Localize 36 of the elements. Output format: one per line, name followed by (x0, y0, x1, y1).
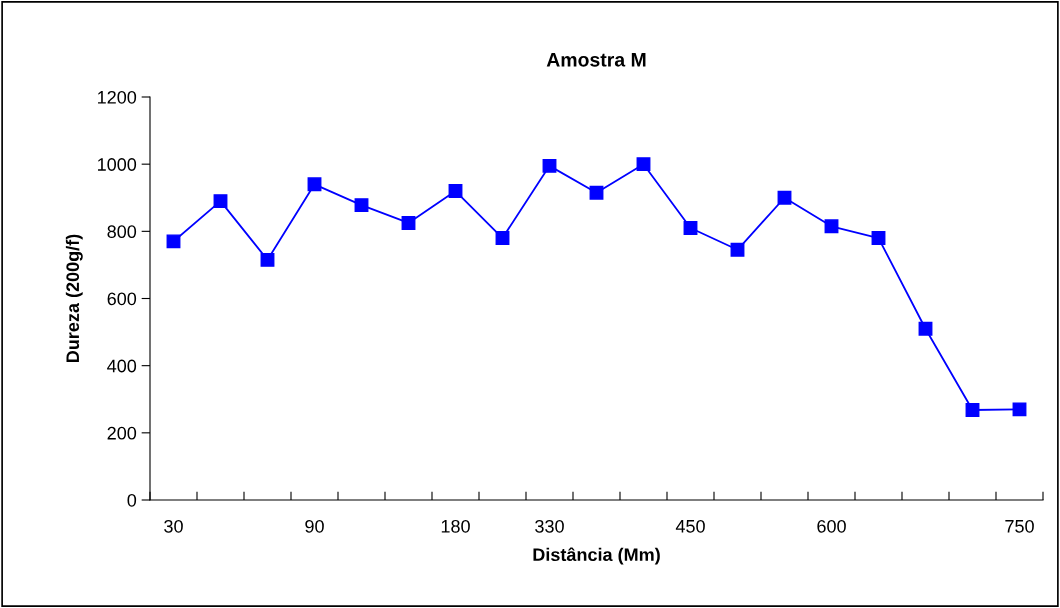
y-tick-label: 200 (107, 426, 137, 440)
point (918, 321, 933, 336)
y-tick-label: 600 (107, 292, 137, 306)
y-tick-label: 400 (107, 359, 137, 373)
point (965, 403, 980, 417)
point (213, 194, 228, 209)
x-tick-label: 180 (441, 519, 470, 533)
x-tick-label: 600 (817, 519, 846, 533)
point (401, 215, 416, 230)
point (589, 185, 604, 200)
y-tick-label: 0 (127, 493, 137, 507)
point (495, 231, 510, 245)
point (683, 221, 698, 235)
point (307, 177, 322, 192)
point (871, 231, 886, 245)
x-tick-label: 450 (675, 519, 705, 533)
point (1012, 402, 1027, 417)
x-tick-label: 30 (164, 519, 183, 533)
x-tick-label: 750 (1005, 519, 1034, 533)
point (542, 158, 557, 173)
point (260, 252, 275, 267)
point (730, 242, 745, 257)
x-axis-title: Distância (Mm) (533, 547, 660, 565)
y-tick-label: 1000 (98, 158, 137, 171)
point (824, 219, 839, 234)
point (166, 234, 181, 249)
point (636, 157, 651, 172)
y-tick-label: 800 (107, 225, 137, 239)
chart-title: Amostra M (546, 53, 646, 67)
y-tick-label: 1200 (98, 90, 137, 104)
x-tick-label: 90 (305, 519, 324, 533)
point (448, 184, 463, 198)
x-tick-label: 330 (535, 519, 564, 533)
point (777, 190, 792, 205)
point (354, 198, 369, 213)
y-axis-title: Dureza (200g/f) (65, 234, 83, 362)
